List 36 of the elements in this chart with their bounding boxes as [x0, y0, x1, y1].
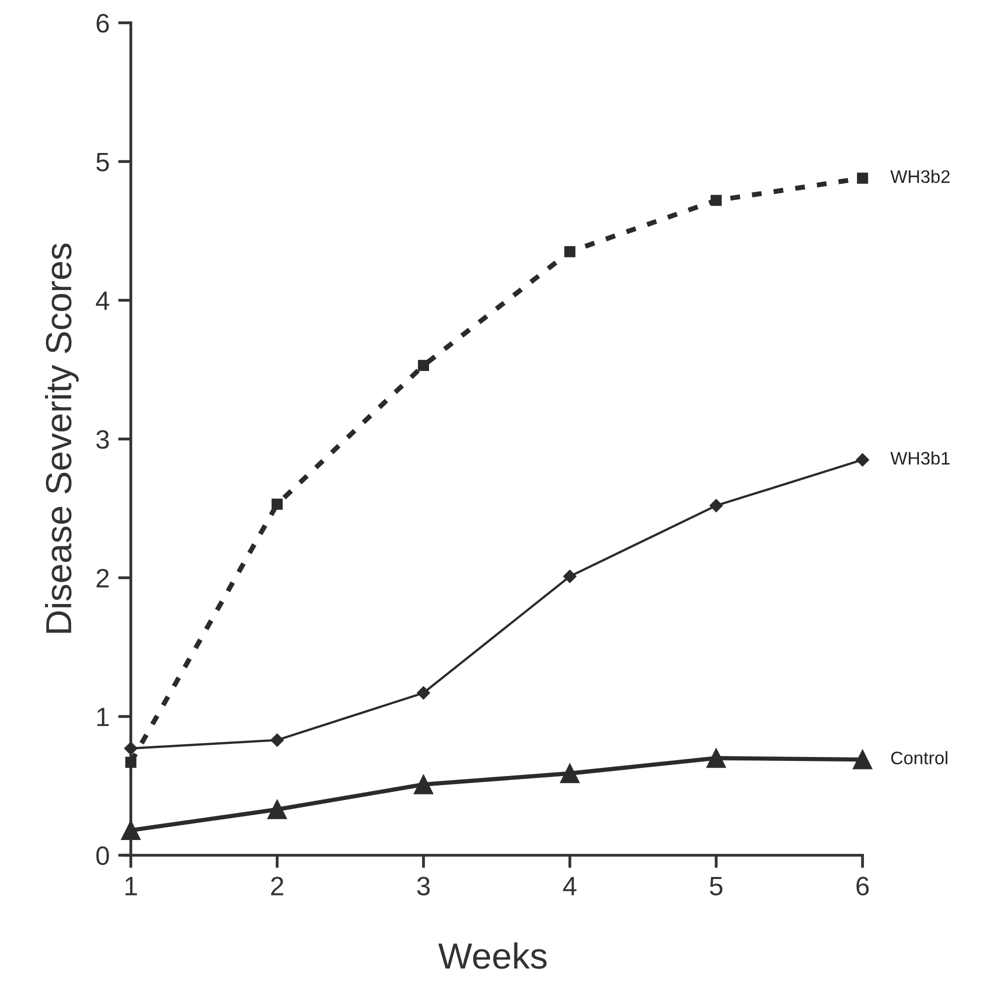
point [272, 498, 283, 510]
y-axis-title: Disease Severity Scores [44, 244, 79, 633]
y-tick-label: 2 [96, 568, 109, 588]
point [414, 774, 434, 794]
x-tick-label: 6 [856, 876, 869, 896]
point [856, 453, 870, 466]
y-tick-label: 0 [96, 846, 109, 866]
y-tick-label: 6 [96, 14, 109, 33]
series-label: WH3b2 [890, 170, 950, 184]
point [267, 800, 287, 820]
point [121, 820, 141, 840]
x-axis-title: Weeks [438, 942, 547, 969]
point [125, 756, 136, 768]
point [270, 733, 284, 747]
y-tick-label: 1 [97, 708, 109, 726]
point [856, 172, 868, 184]
point [416, 686, 430, 700]
x-tick-label: 5 [710, 877, 722, 896]
series-label: Control [891, 751, 948, 764]
point [710, 499, 723, 512]
series-label: WH3b1 [890, 451, 950, 465]
x-tick-label: 1 [125, 877, 137, 896]
point [706, 748, 726, 768]
y-tick-label: 5 [96, 152, 109, 172]
y-tick-label: 4 [96, 292, 110, 310]
point [124, 742, 138, 755]
x-tick-label: 2 [271, 876, 284, 896]
point [418, 360, 430, 372]
point [560, 764, 580, 784]
point [710, 194, 722, 206]
x-tick-label: 3 [417, 876, 430, 896]
point [852, 750, 872, 770]
y-tick-label: 3 [96, 430, 109, 449]
x-tick-label: 4 [563, 877, 576, 896]
point [564, 246, 576, 258]
point [563, 570, 576, 583]
